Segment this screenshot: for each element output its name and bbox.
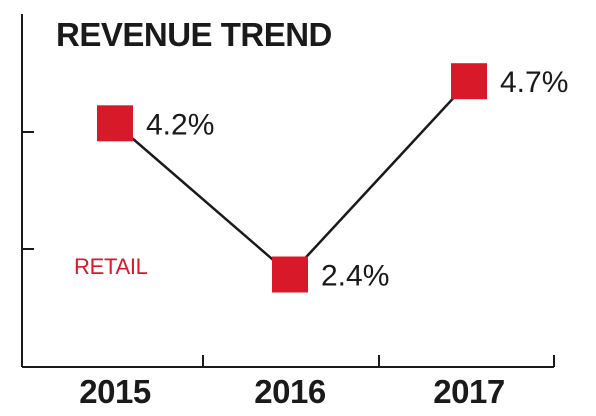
x-axis bbox=[22, 355, 555, 368]
data-label-2017: 4.7% bbox=[500, 66, 568, 99]
chart-title: REVENUE TREND bbox=[56, 16, 332, 53]
data-point-2017 bbox=[451, 63, 487, 100]
data-point-2015 bbox=[97, 105, 133, 142]
data-label-2015: 4.2% bbox=[146, 108, 214, 141]
data-markers bbox=[97, 63, 487, 293]
data-point-2016 bbox=[272, 256, 308, 293]
data-labels: 4.2% 2.4% 4.7% bbox=[146, 66, 568, 292]
x-tick-labels: 2015 2016 2017 bbox=[79, 373, 505, 410]
chart-annotation: RETAIL bbox=[74, 254, 148, 279]
x-tick-label-2017: 2017 bbox=[433, 373, 504, 410]
y-axis bbox=[21, 14, 34, 367]
data-label-2016: 2.4% bbox=[321, 260, 389, 293]
x-tick-label-2016: 2016 bbox=[254, 373, 326, 410]
x-tick-label-2015: 2015 bbox=[79, 373, 151, 410]
